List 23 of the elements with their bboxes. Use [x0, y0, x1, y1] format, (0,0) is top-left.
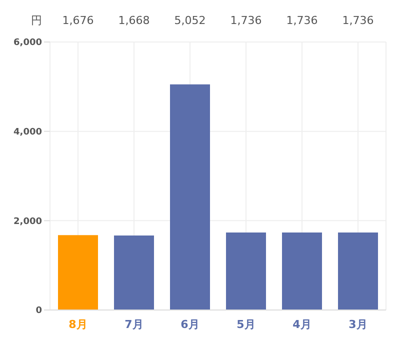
bar	[114, 235, 154, 310]
data-label: 1,668	[118, 14, 150, 27]
y-tick-label: 4,000	[14, 128, 42, 138]
data-label: 5,052	[174, 14, 206, 27]
y-tick-label: 2,000	[14, 216, 42, 227]
bar	[170, 84, 210, 310]
x-tick-label: 8月	[68, 318, 88, 331]
x-tick-label: 3月	[348, 318, 368, 331]
x-tick-label: 4月	[292, 318, 312, 331]
x-tick-label: 5月	[236, 318, 256, 331]
bar	[226, 232, 266, 310]
bar	[282, 232, 322, 310]
x-tick-label: 6月	[180, 318, 200, 331]
y-tick-label: 6,000	[14, 38, 42, 48]
bar	[338, 232, 378, 310]
y-axis-title: 円	[31, 14, 42, 27]
data-label: 1,736	[286, 14, 318, 27]
data-label: 1,676	[62, 14, 94, 27]
bar	[58, 235, 98, 310]
data-label: 1,736	[230, 14, 262, 27]
data-label: 1,736	[342, 14, 374, 27]
x-tick-label: 7月	[124, 318, 144, 331]
y-tick-label: 0	[36, 306, 42, 316]
